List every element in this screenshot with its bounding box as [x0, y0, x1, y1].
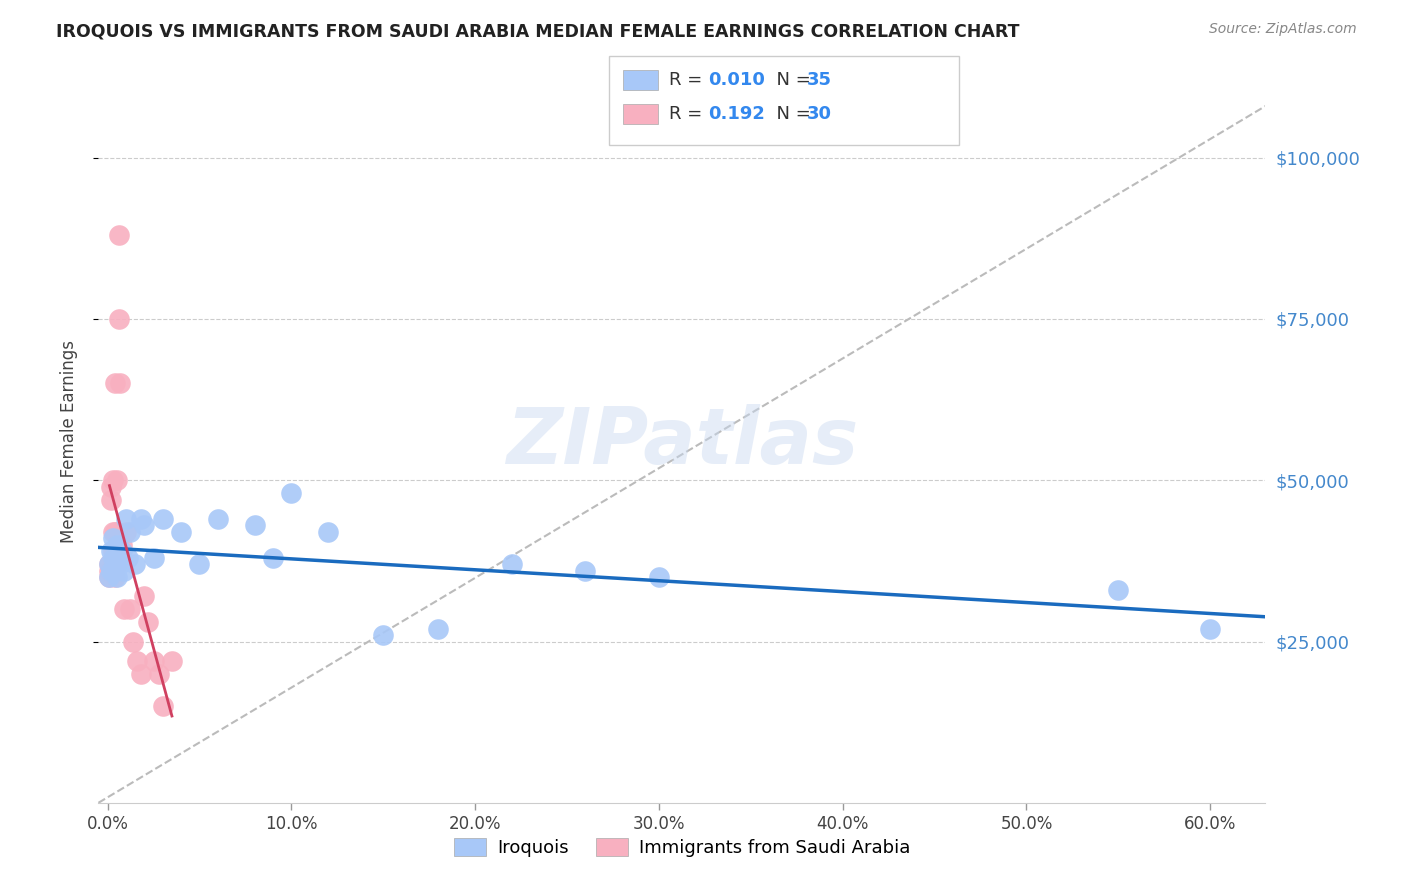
Point	[125, 654, 148, 668]
Point	[101, 473, 124, 487]
Text: IROQUOIS VS IMMIGRANTS FROM SAUDI ARABIA MEDIAN FEMALE EARNINGS CORRELATION CHAR: IROQUOIS VS IMMIGRANTS FROM SAUDI ARABIA…	[56, 22, 1019, 40]
Point	[152, 699, 174, 714]
Point	[316, 524, 339, 539]
Point	[100, 480, 122, 494]
Point	[136, 615, 159, 630]
Text: 35: 35	[807, 71, 832, 89]
Point	[112, 602, 135, 616]
Point	[107, 312, 129, 326]
Point	[112, 564, 135, 578]
Legend: Iroquois, Immigrants from Saudi Arabia: Iroquois, Immigrants from Saudi Arabia	[444, 829, 920, 866]
Point	[100, 544, 122, 558]
Point	[134, 518, 156, 533]
Point	[142, 550, 165, 565]
Point	[107, 550, 129, 565]
Point	[111, 538, 134, 552]
Text: N =: N =	[765, 105, 817, 123]
Point	[134, 590, 156, 604]
Point	[101, 544, 124, 558]
Point	[117, 550, 139, 565]
Point	[118, 524, 141, 539]
Point	[188, 557, 211, 571]
Text: 0.192: 0.192	[709, 105, 765, 123]
Point	[207, 512, 229, 526]
Point	[427, 622, 450, 636]
Point	[262, 550, 284, 565]
Point	[105, 570, 128, 584]
Point	[105, 524, 128, 539]
Text: Source: ZipAtlas.com: Source: ZipAtlas.com	[1209, 22, 1357, 37]
Text: R =: R =	[669, 105, 709, 123]
Point	[100, 564, 122, 578]
Point	[574, 564, 596, 578]
Point	[280, 486, 302, 500]
Point	[648, 570, 671, 584]
Point	[129, 666, 152, 681]
Point	[110, 376, 132, 391]
Point	[105, 557, 128, 571]
Point	[170, 524, 193, 539]
Text: ZIPatlas: ZIPatlas	[506, 403, 858, 480]
Point	[98, 570, 121, 584]
Point	[243, 518, 266, 533]
Point	[105, 538, 128, 552]
Point	[107, 228, 129, 243]
Point	[115, 512, 138, 526]
Point	[124, 557, 146, 571]
Text: 0.010: 0.010	[709, 71, 765, 89]
Point	[129, 512, 152, 526]
Text: R =: R =	[669, 71, 709, 89]
Point	[501, 557, 523, 571]
Point	[122, 634, 145, 648]
Point	[98, 557, 121, 571]
Point	[118, 602, 141, 616]
Y-axis label: Median Female Earnings: Median Female Earnings	[59, 340, 77, 543]
Point	[115, 524, 138, 539]
Point	[152, 512, 174, 526]
Point	[101, 531, 124, 545]
Point	[148, 666, 170, 681]
Point	[98, 557, 121, 571]
Point	[373, 628, 395, 642]
Text: 30: 30	[807, 105, 832, 123]
Point	[111, 544, 134, 558]
Text: N =: N =	[765, 71, 817, 89]
Point	[160, 654, 183, 668]
Point	[98, 564, 121, 578]
Point	[101, 550, 124, 565]
Point	[100, 492, 122, 507]
Point	[142, 654, 165, 668]
Point	[104, 564, 127, 578]
Point	[105, 473, 128, 487]
Point	[1107, 582, 1129, 597]
Point	[104, 376, 127, 391]
Point	[98, 570, 121, 584]
Point	[104, 570, 127, 584]
Point	[1199, 622, 1222, 636]
Point	[101, 524, 124, 539]
Point	[104, 524, 127, 539]
Point	[110, 557, 132, 571]
